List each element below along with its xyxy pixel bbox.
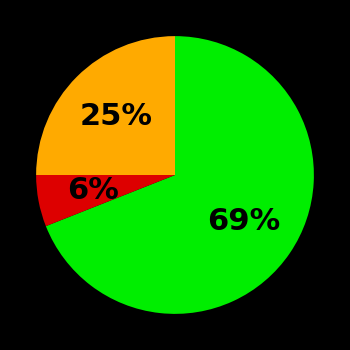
Wedge shape	[36, 175, 175, 226]
Text: 6%: 6%	[67, 176, 119, 205]
Wedge shape	[46, 36, 314, 314]
Wedge shape	[36, 36, 175, 175]
Text: 69%: 69%	[207, 207, 281, 236]
Text: 25%: 25%	[79, 102, 153, 131]
